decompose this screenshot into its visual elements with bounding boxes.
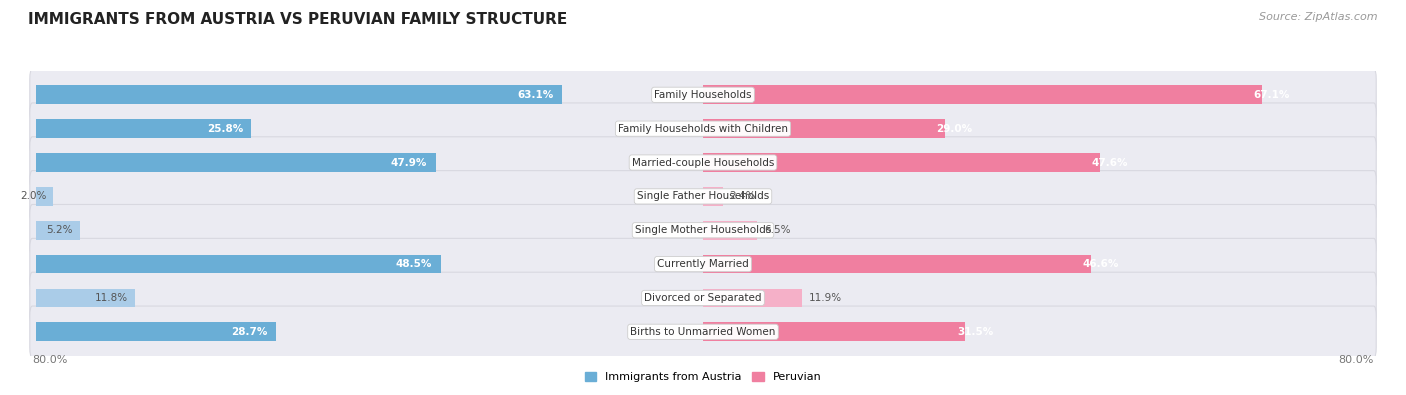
FancyBboxPatch shape — [30, 171, 1376, 222]
Text: 29.0%: 29.0% — [936, 124, 973, 134]
Text: 46.6%: 46.6% — [1083, 259, 1119, 269]
Text: 48.5%: 48.5% — [396, 259, 432, 269]
Bar — [37, 255, 440, 273]
Text: 80.0%: 80.0% — [1339, 355, 1374, 365]
Text: 11.9%: 11.9% — [808, 293, 842, 303]
Text: 31.5%: 31.5% — [957, 327, 994, 337]
Bar — [703, 255, 1091, 273]
Text: 63.1%: 63.1% — [517, 90, 554, 100]
Text: 2.0%: 2.0% — [20, 191, 46, 201]
Bar — [37, 221, 80, 239]
Bar — [703, 322, 966, 341]
FancyBboxPatch shape — [30, 238, 1376, 290]
Bar — [703, 289, 803, 307]
Text: 2.4%: 2.4% — [730, 191, 756, 201]
Text: 25.8%: 25.8% — [207, 124, 243, 134]
Text: Births to Unmarried Women: Births to Unmarried Women — [630, 327, 776, 337]
FancyBboxPatch shape — [30, 137, 1376, 188]
FancyBboxPatch shape — [30, 103, 1376, 154]
Bar — [37, 153, 436, 172]
Text: Family Households with Children: Family Households with Children — [619, 124, 787, 134]
Text: Family Households: Family Households — [654, 90, 752, 100]
Text: 67.1%: 67.1% — [1254, 90, 1291, 100]
Text: Single Mother Households: Single Mother Households — [636, 225, 770, 235]
Text: Divorced or Separated: Divorced or Separated — [644, 293, 762, 303]
Text: Married-couple Households: Married-couple Households — [631, 158, 775, 167]
Text: 11.8%: 11.8% — [96, 293, 128, 303]
Text: 47.6%: 47.6% — [1091, 158, 1128, 167]
Text: 80.0%: 80.0% — [32, 355, 67, 365]
Text: Single Father Households: Single Father Households — [637, 191, 769, 201]
Text: IMMIGRANTS FROM AUSTRIA VS PERUVIAN FAMILY STRUCTURE: IMMIGRANTS FROM AUSTRIA VS PERUVIAN FAMI… — [28, 12, 568, 27]
Text: 5.2%: 5.2% — [46, 225, 73, 235]
Bar — [703, 221, 758, 239]
Text: 28.7%: 28.7% — [231, 327, 267, 337]
Text: Source: ZipAtlas.com: Source: ZipAtlas.com — [1260, 12, 1378, 22]
Bar — [37, 187, 53, 206]
FancyBboxPatch shape — [30, 69, 1376, 120]
Bar — [703, 187, 723, 206]
Text: 47.9%: 47.9% — [391, 158, 427, 167]
FancyBboxPatch shape — [30, 306, 1376, 357]
Text: 6.5%: 6.5% — [763, 225, 790, 235]
FancyBboxPatch shape — [30, 272, 1376, 324]
Legend: Immigrants from Austria, Peruvian: Immigrants from Austria, Peruvian — [581, 368, 825, 387]
Bar — [703, 85, 1263, 104]
FancyBboxPatch shape — [30, 205, 1376, 256]
Bar — [37, 289, 135, 307]
Bar — [37, 322, 276, 341]
Bar — [37, 119, 252, 138]
Bar — [703, 153, 1099, 172]
Bar — [37, 85, 562, 104]
Text: Currently Married: Currently Married — [657, 259, 749, 269]
Bar — [703, 119, 945, 138]
